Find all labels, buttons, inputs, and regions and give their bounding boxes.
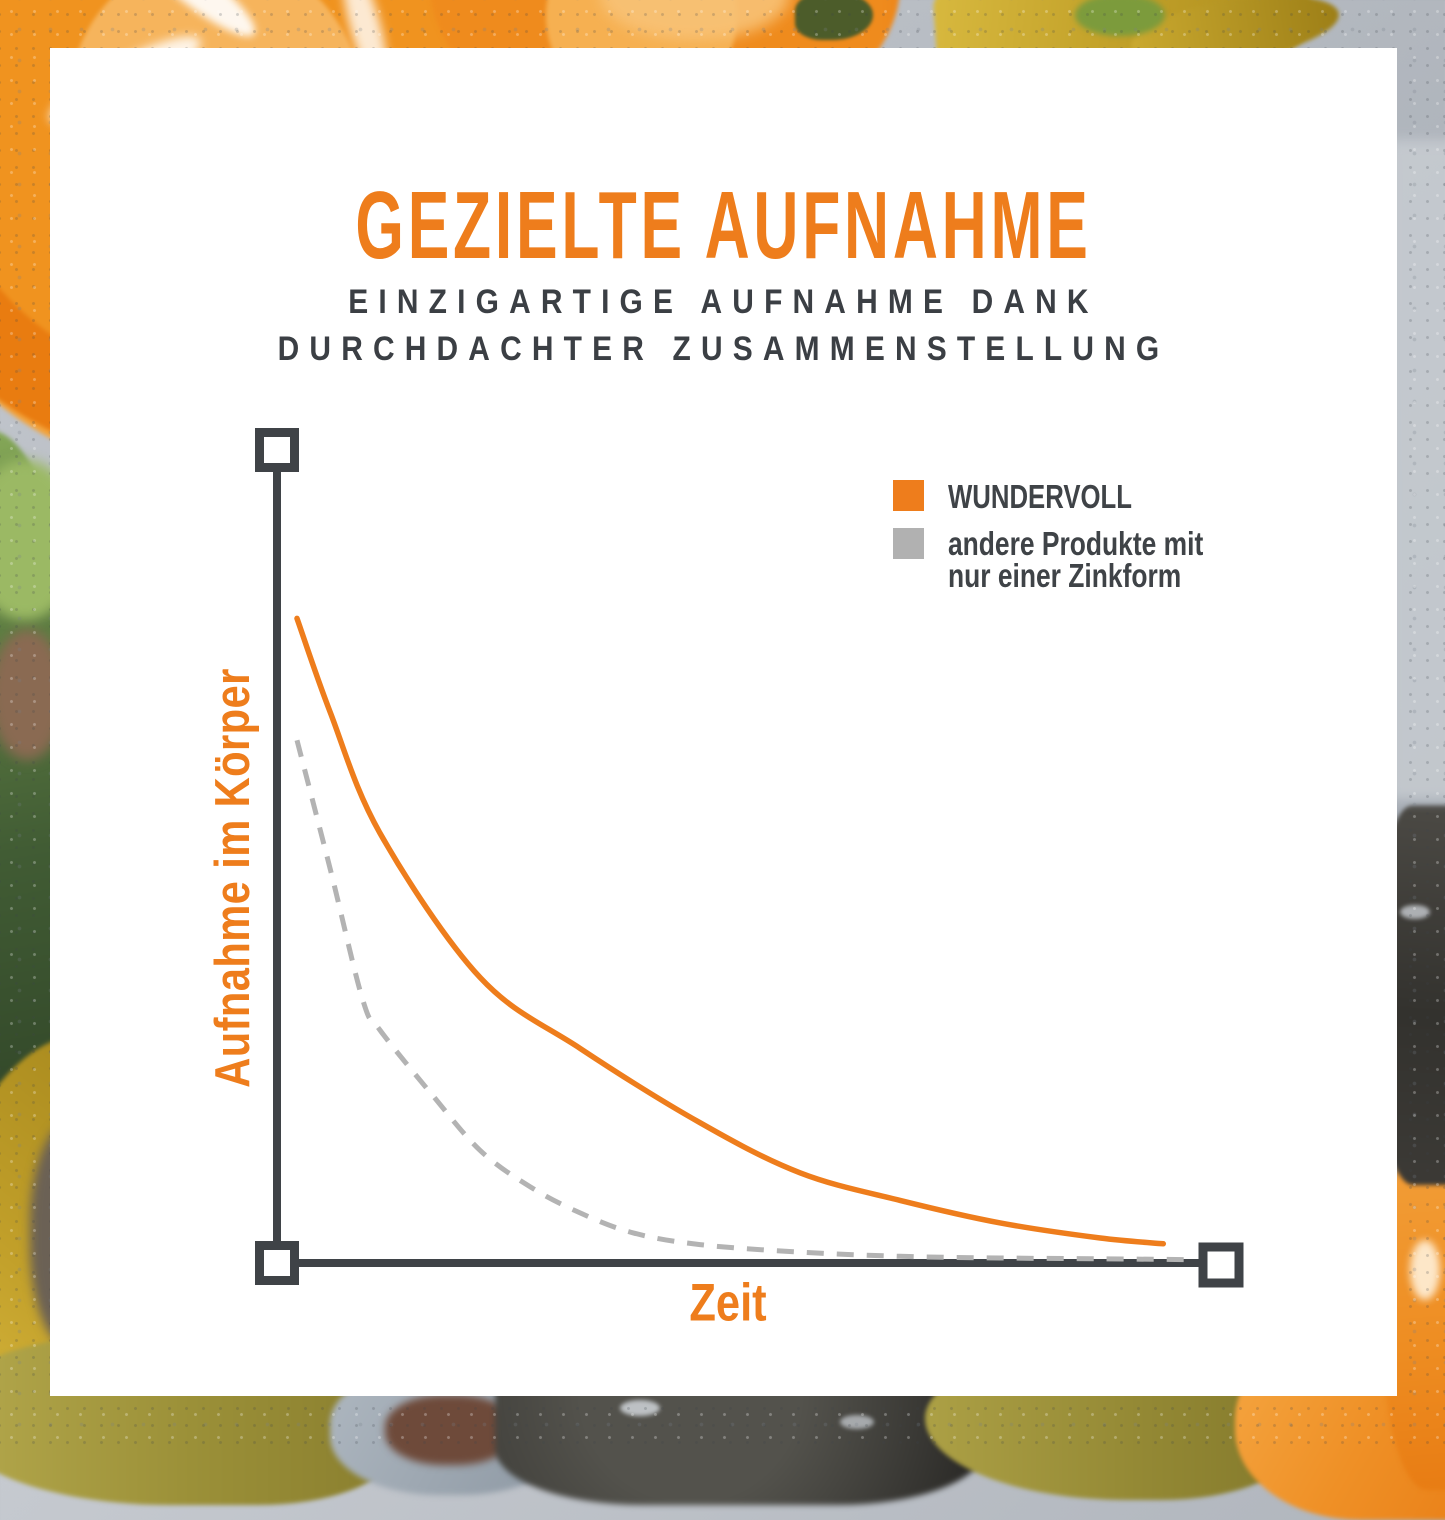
legend-label-line-1: andere Produkte mit bbox=[948, 525, 1204, 562]
wundervoll-curve bbox=[294, 615, 1167, 1247]
legend-swatch-orange bbox=[893, 480, 924, 511]
page-title: GEZIELTE AUFNAHME bbox=[355, 172, 1092, 279]
other-products-curve bbox=[294, 739, 1196, 1263]
x-axis-end-marker bbox=[1198, 1242, 1244, 1288]
y-axis-label: Aufnahme im Körper bbox=[206, 668, 260, 1088]
page-subtitle: EINZIGARTIGE AUFNAHME DANK DURCHDACHTER … bbox=[131, 279, 1316, 373]
subtitle-line-2: DURCHDACHTER ZUSAMMENSTELLUNG bbox=[277, 330, 1170, 368]
legend-label-line-2: nur einer Zinkform bbox=[948, 557, 1182, 594]
subtitle-line-1: EINZIGARTIGE AUFNAHME DANK bbox=[348, 283, 1099, 321]
absorption-chart bbox=[255, 428, 1244, 1288]
x-axis-label: Zeit bbox=[689, 1273, 767, 1333]
chart-legend: WUNDERVOLL andere Produkte mit nur einer… bbox=[893, 480, 1267, 592]
legend-label: andere Produkte mit nur einer Zinkform bbox=[948, 525, 1204, 594]
y-axis-top-marker bbox=[255, 428, 299, 472]
legend-swatch-gray bbox=[893, 528, 924, 559]
legend-item-other-products: andere Produkte mit nur einer Zinkform bbox=[893, 525, 1267, 594]
legend-label: WUNDERVOLL bbox=[948, 478, 1132, 515]
origin-marker bbox=[255, 1241, 299, 1285]
legend-item-wundervoll: WUNDERVOLL bbox=[893, 480, 1267, 513]
